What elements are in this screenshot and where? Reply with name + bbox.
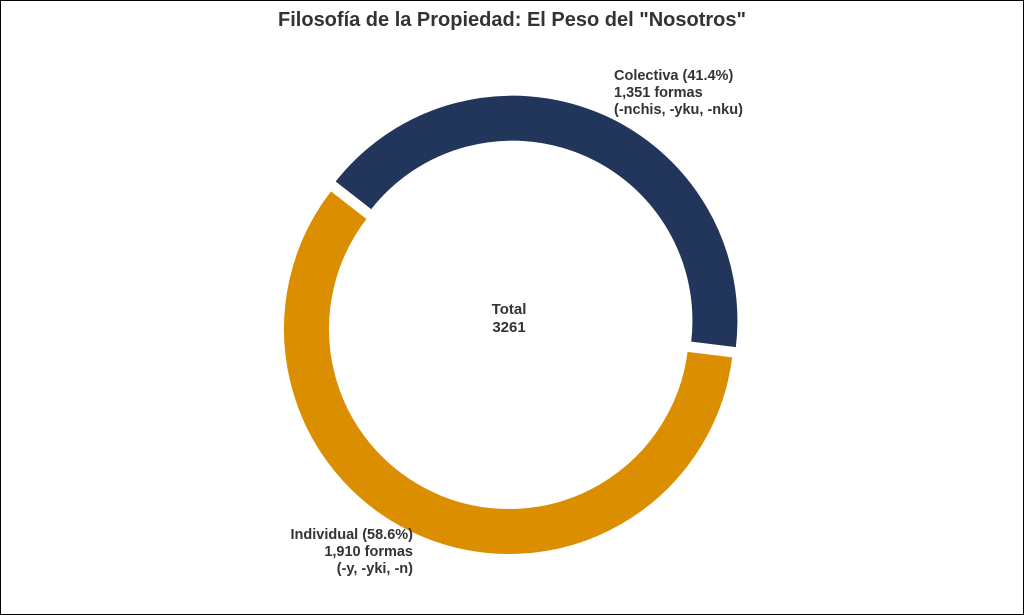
label-line: 1,910 formas bbox=[324, 544, 413, 560]
donut-slice-individual bbox=[282, 188, 735, 556]
center-label: Total 3261 bbox=[409, 301, 609, 337]
center-label-total: 3261 bbox=[492, 319, 526, 336]
label-line: (-y, -yki, -n) bbox=[336, 561, 413, 577]
donut-slice-colectiva bbox=[332, 93, 740, 350]
label-line: Colectiva (41.4%) bbox=[614, 68, 734, 84]
slice-label-colectiva: Colectiva (41.4%) 1,351 formas (-nchis, … bbox=[614, 68, 743, 119]
center-label-title: Total bbox=[491, 301, 527, 318]
label-line: Individual (58.6%) bbox=[290, 527, 413, 543]
chart-title: Filosofía de la Propiedad: El Peso del "… bbox=[278, 9, 746, 31]
label-line: (-nchis, -yku, -nku) bbox=[614, 102, 743, 118]
label-line: 1,351 formas bbox=[614, 85, 703, 101]
slice-label-individual: Individual (58.6%) 1,910 formas (-y, -yk… bbox=[291, 527, 413, 578]
